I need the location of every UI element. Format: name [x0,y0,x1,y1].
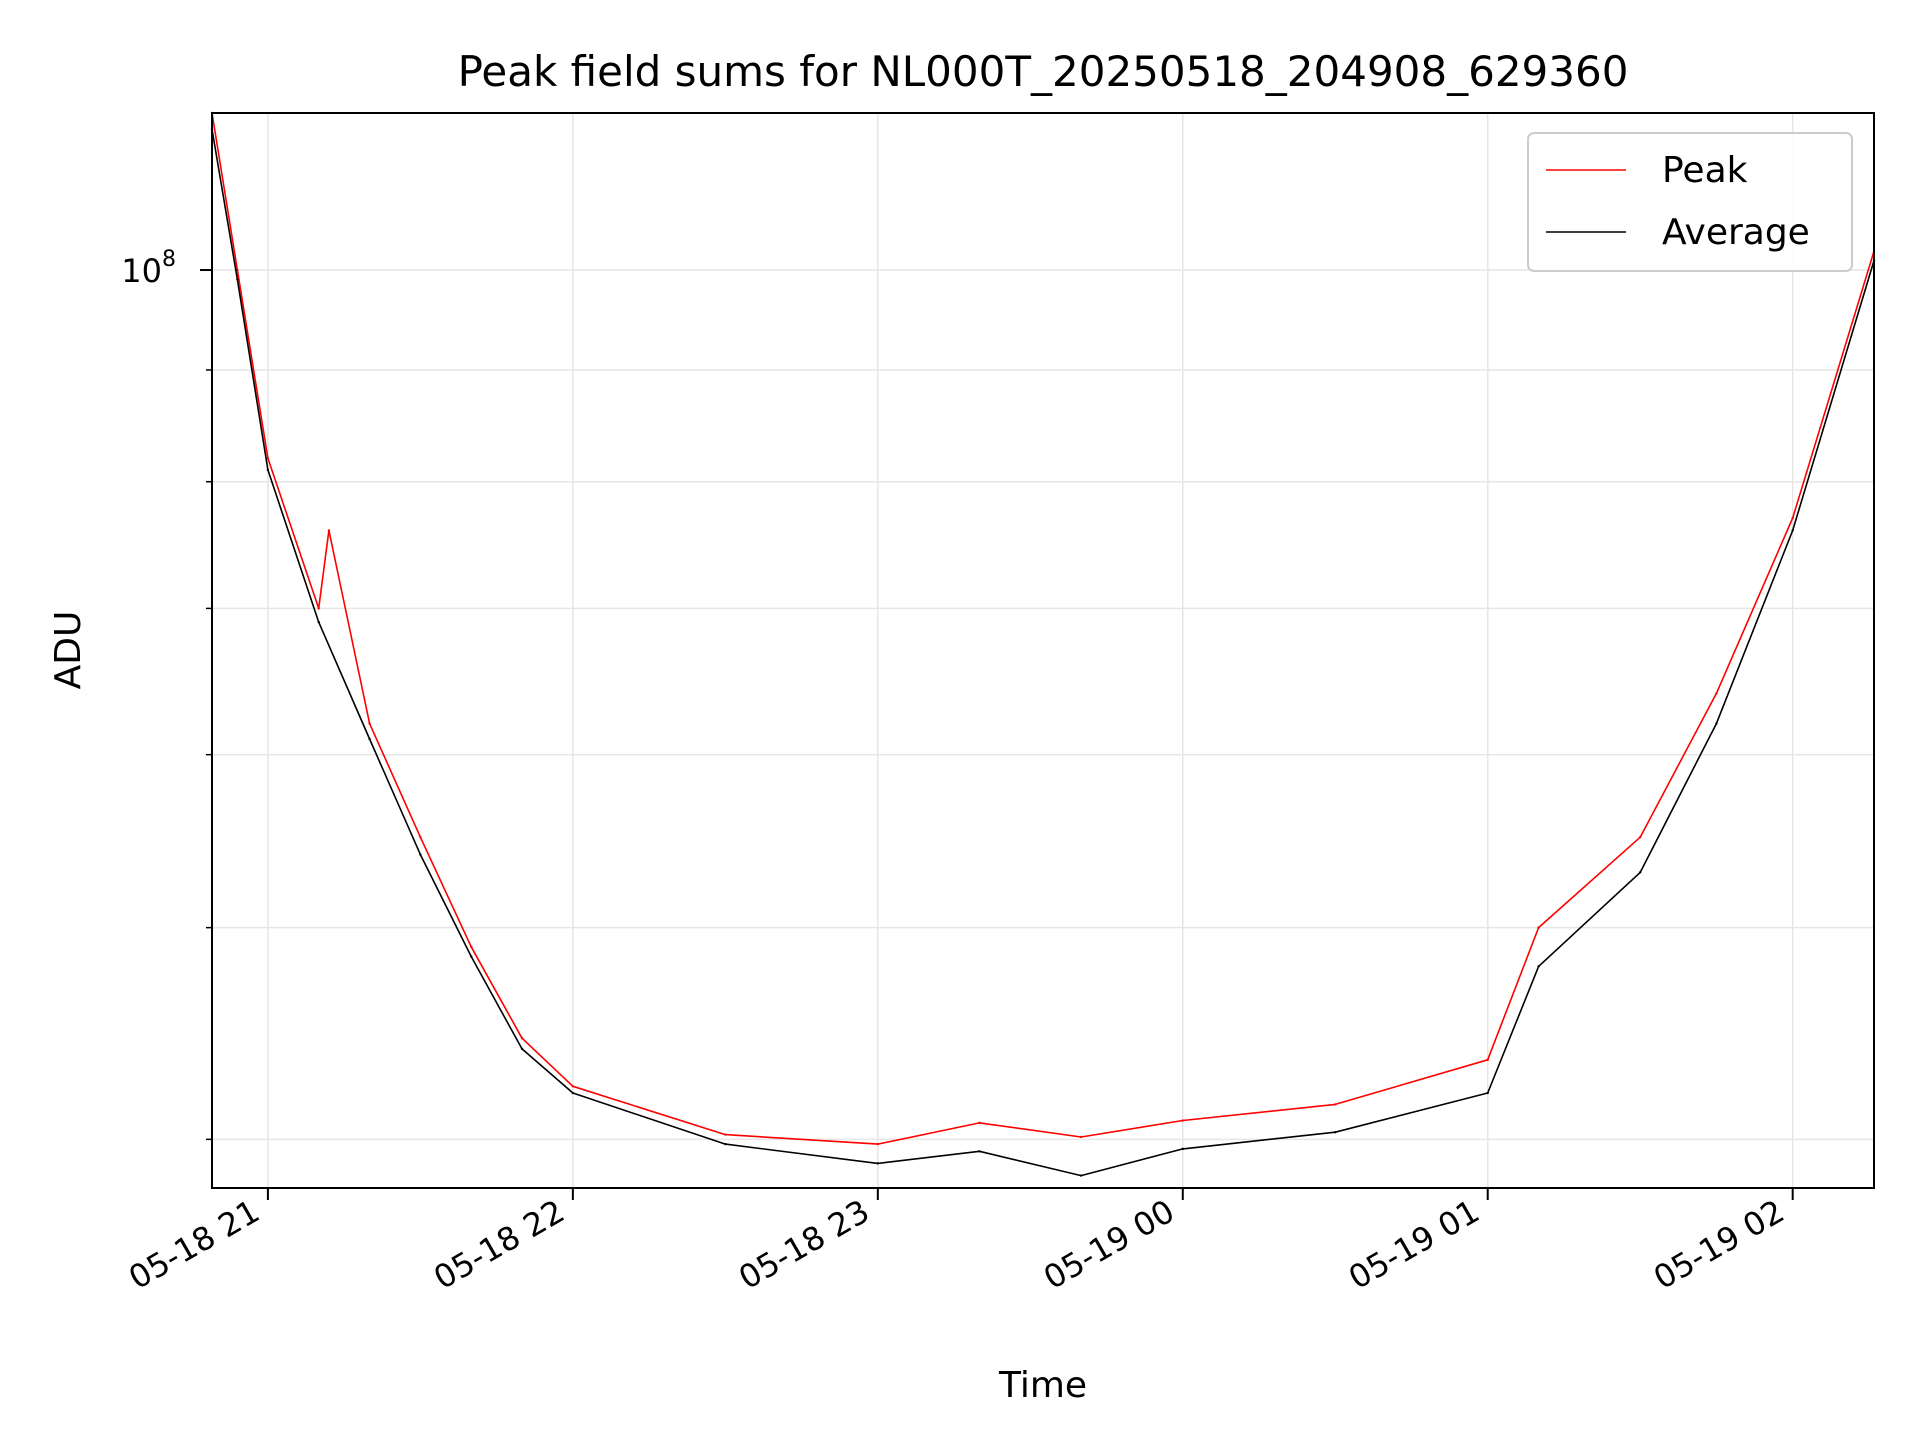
series-line-peak [211,112,1875,1145]
data-point-average [1639,871,1642,874]
data-point-peak [236,268,239,272]
y-tick-label-exponent: 8 [162,247,176,272]
data-point-peak [520,1036,524,1040]
data-point-average [520,1047,524,1051]
data-point-average [1791,529,1794,532]
data-point-peak [1486,1058,1489,1061]
data-point-peak [1079,1135,1083,1139]
x-axis-label: Time [998,1365,1087,1406]
data-point-average [470,955,473,958]
data-point-average [1486,1091,1489,1095]
data-point-average [1181,1147,1184,1151]
data-point-average [1537,965,1540,968]
data-point-peak [1537,926,1540,929]
data-point-average [724,1142,727,1146]
y-axis-label: ADU [48,611,89,690]
data-point-peak [317,607,320,610]
data-point-peak [327,529,331,532]
data-point-peak [1181,1119,1184,1122]
data-point-peak [724,1133,727,1136]
data-point-average [236,278,239,281]
legend-box [1527,132,1853,272]
series-layer [210,111,1876,1177]
data-point-peak [266,457,270,460]
chart-title: Peak field sums for NL000T_20250518_2049… [458,47,1629,96]
data-point-peak [1791,516,1794,520]
data-point-average [1334,1131,1337,1134]
grid [212,113,1874,1188]
data-point-peak [978,1121,981,1125]
data-point-average [876,1162,880,1165]
data-point-peak [1334,1103,1337,1106]
plot-frame [211,112,1875,1189]
legend-label-average: Average [1662,212,1810,253]
data-point-peak [419,836,422,839]
data-point-average [1079,1174,1083,1177]
data-point-peak [368,722,371,725]
data-point-peak [876,1142,880,1146]
data-point-average [266,468,270,472]
data-point-peak [1715,692,1718,695]
data-point-average [978,1150,981,1153]
y-tick-label: 108 [121,247,176,290]
data-point-average [317,620,320,624]
y-tick-label-base: 10 [121,252,162,290]
legend-label-peak: Peak [1662,150,1748,191]
data-point-average [419,853,422,856]
data-point-average [368,737,371,741]
data-point-average [1715,722,1718,725]
legend: Peak Average [1527,132,1853,272]
data-point-peak [470,945,473,949]
data-point-peak [571,1085,575,1088]
data-point-peak [1639,836,1642,839]
data-point-average [571,1091,575,1095]
